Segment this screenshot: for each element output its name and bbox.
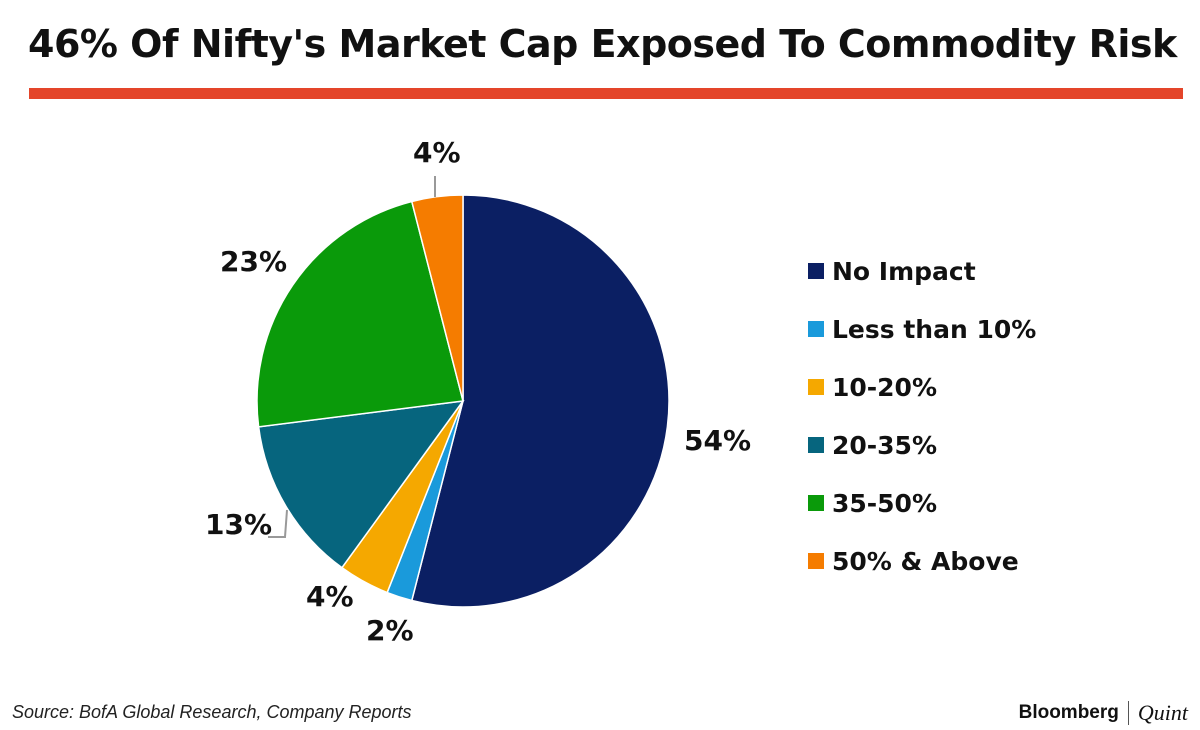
pie-slice-20-35 xyxy=(257,400,465,569)
legend-label: No Impact xyxy=(832,256,976,286)
legend-label: 35-50% xyxy=(832,488,938,518)
legend-item-20-35: 20-35% xyxy=(808,416,1188,474)
slice-data-label: 2% xyxy=(366,614,414,647)
slice-data-label: 54% xyxy=(684,424,751,457)
title-underline xyxy=(29,88,1183,99)
slice-data-label: 23% xyxy=(220,245,287,278)
legend-swatch xyxy=(808,495,824,511)
legend-label: 10-20% xyxy=(832,372,938,402)
legend-swatch xyxy=(808,379,824,395)
slice-data-label: 13% xyxy=(205,508,272,541)
pie-slice-no-impact xyxy=(410,194,670,608)
legend-item-less-than-10: Less than 10% xyxy=(808,300,1188,358)
legend: No Impact Less than 10% 10-20% 20-35% 35… xyxy=(808,242,1188,590)
legend-label: 50% & Above xyxy=(832,546,1019,576)
pie-slice-35-50 xyxy=(256,200,464,428)
brand-quint: Quint xyxy=(1137,700,1188,725)
slice-data-label: 4% xyxy=(413,136,461,169)
legend-label: Less than 10% xyxy=(832,314,1037,344)
brand-bloomberg: Bloomberg xyxy=(1018,702,1119,723)
pie-slice-50-above xyxy=(410,194,464,402)
chart-title: 46% Of Nifty's Market Cap Exposed To Com… xyxy=(28,22,1177,66)
legend-swatch xyxy=(808,321,824,337)
source-note: Source: BofA Global Research, Company Re… xyxy=(12,702,412,722)
legend-swatch xyxy=(808,437,824,453)
legend-label: 20-35% xyxy=(832,430,938,460)
legend-item-no-impact: No Impact xyxy=(808,242,1188,300)
legend-swatch xyxy=(808,553,824,569)
legend-swatch xyxy=(808,263,824,279)
legend-item-35-50: 35-50% xyxy=(808,474,1188,532)
slice-data-label: 4% xyxy=(306,580,354,613)
legend-item-10-20: 10-20% xyxy=(808,358,1188,416)
leader-line xyxy=(268,509,288,538)
brand-divider xyxy=(1127,701,1129,725)
legend-item-50-above: 50% & Above xyxy=(808,532,1188,590)
brand-logo: Bloomberg Quint xyxy=(1019,700,1188,726)
